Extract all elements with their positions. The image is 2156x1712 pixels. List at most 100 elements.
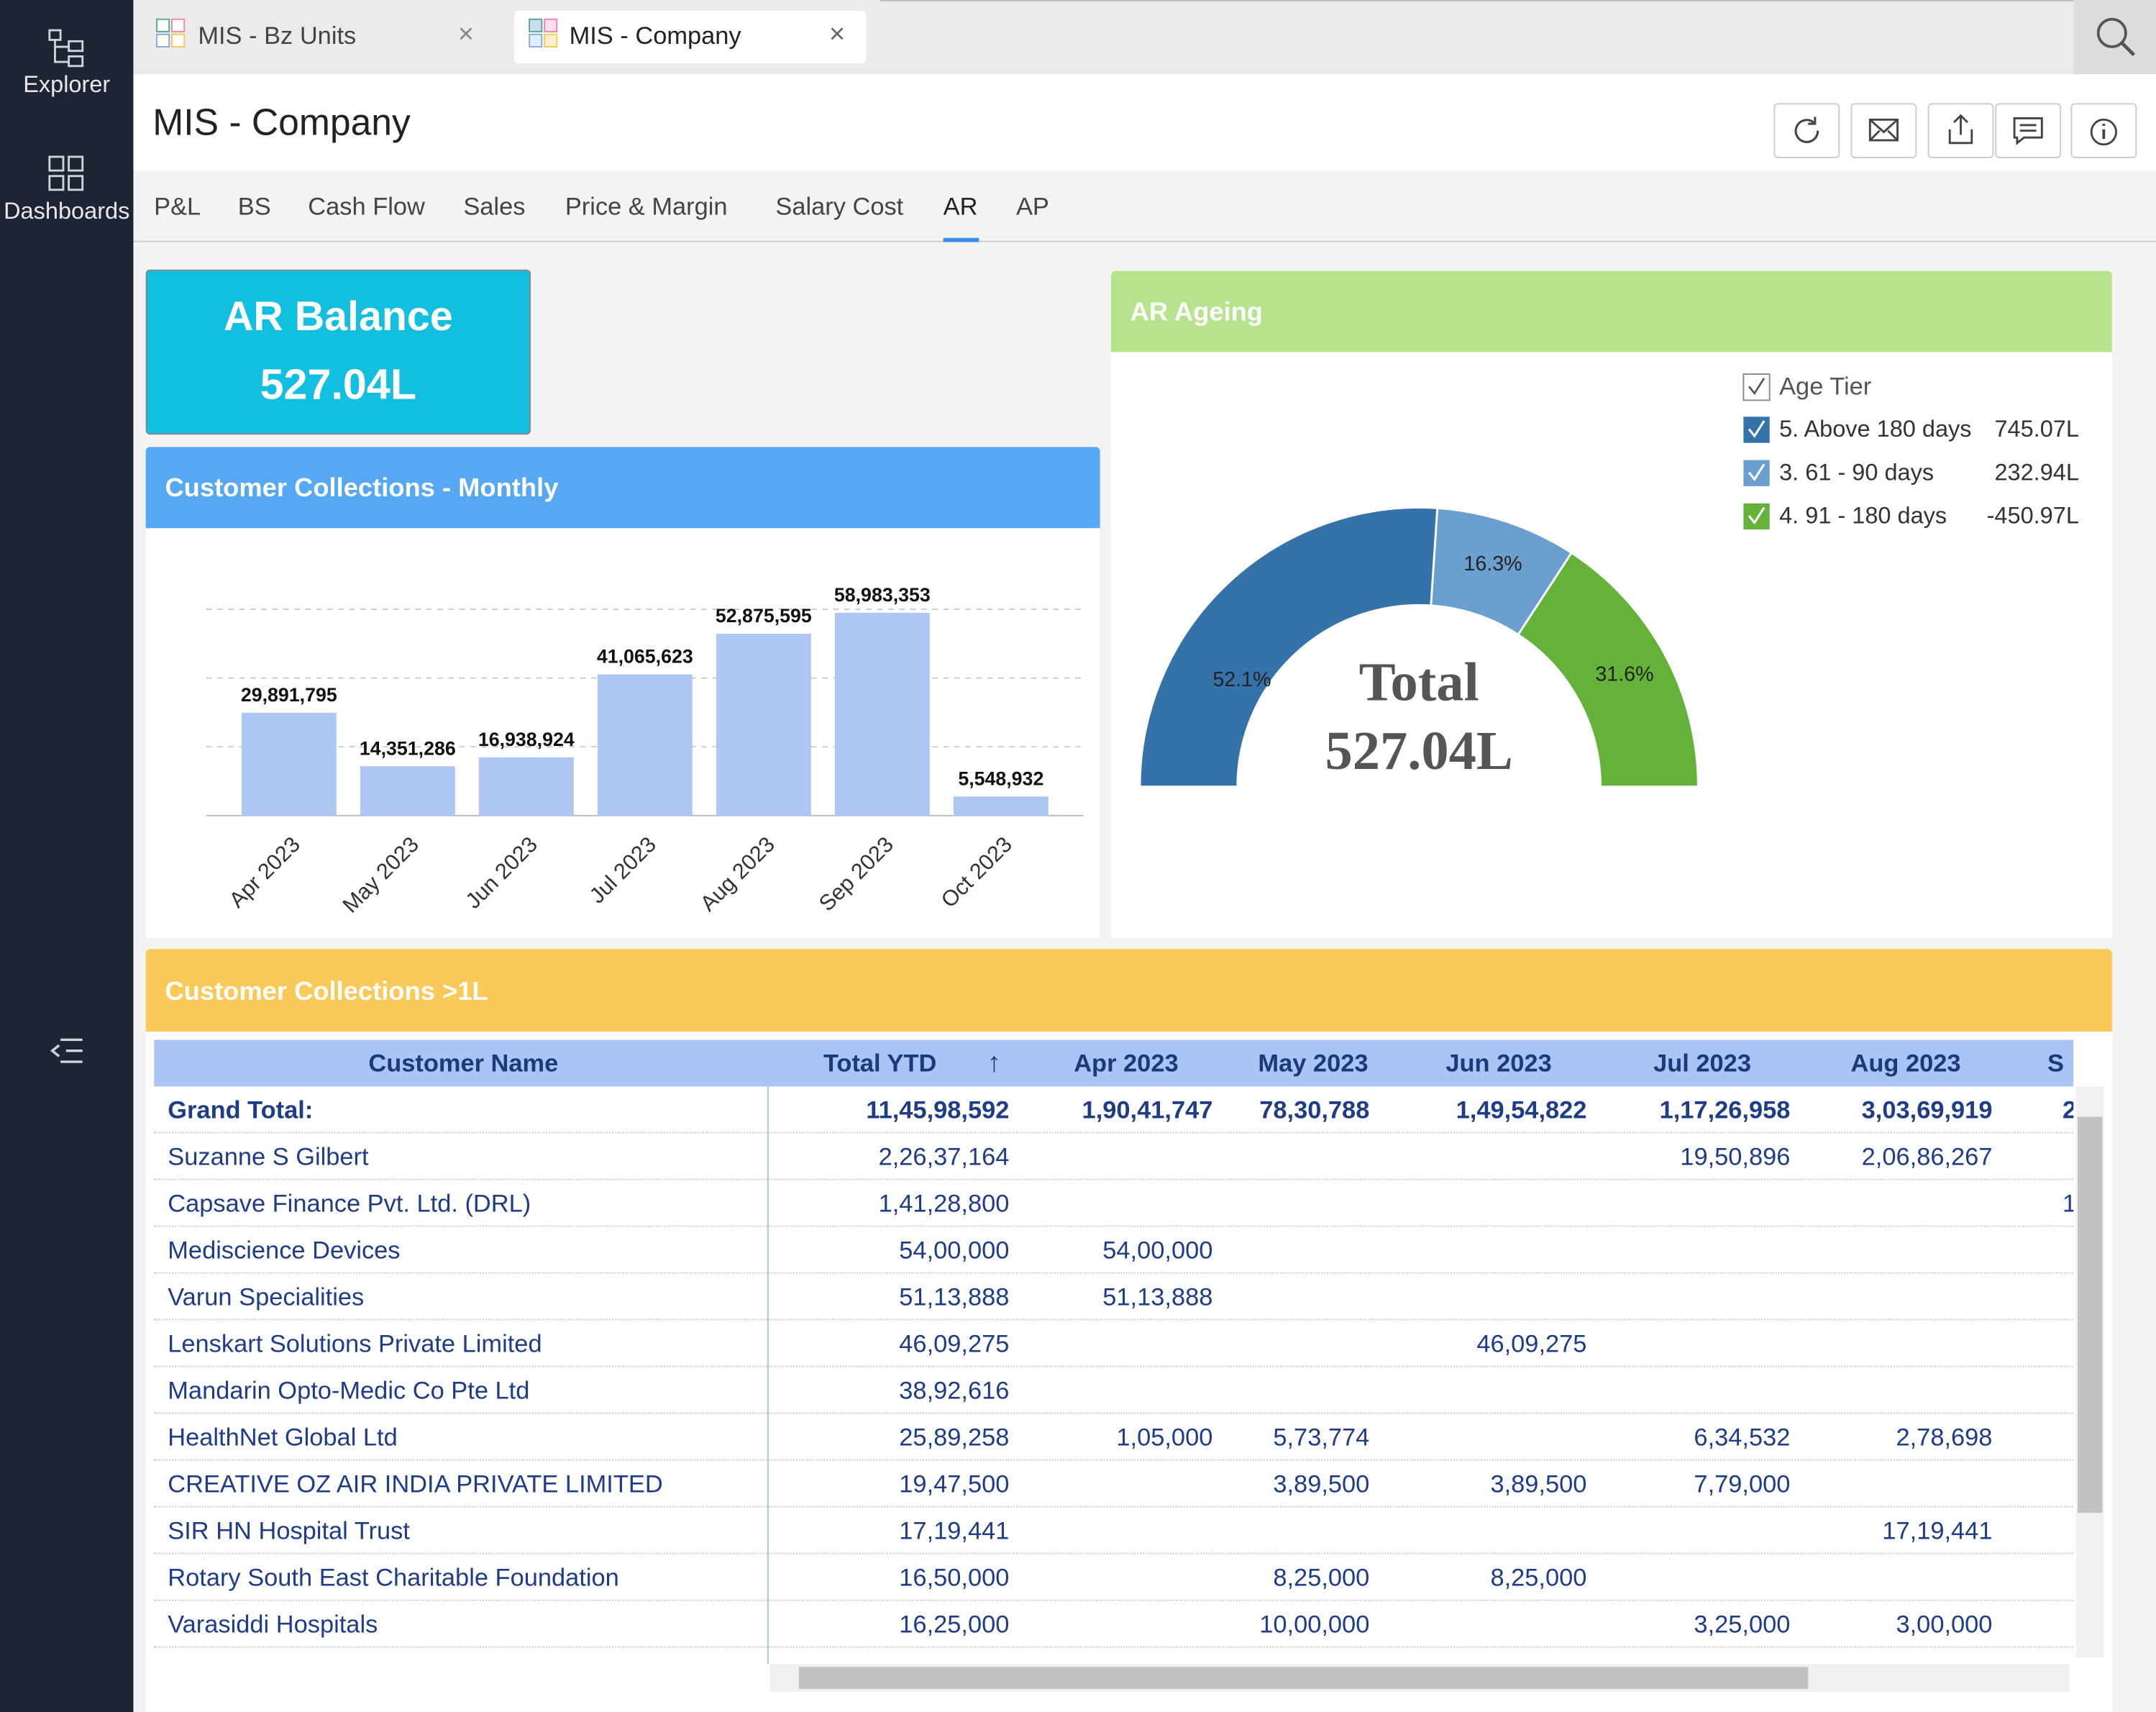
- search-button[interactable]: [2073, 0, 2156, 75]
- amount-cell: 25,89,258: [899, 1423, 1010, 1452]
- customer-name[interactable]: Varun Specialities: [168, 1283, 365, 1311]
- amount-cell: 3,89,500: [1490, 1470, 1587, 1498]
- close-icon[interactable]: ×: [457, 19, 475, 50]
- amount-cell: 46,09,275: [1476, 1329, 1587, 1358]
- amount-cell: 1,41,28,800: [878, 1189, 1010, 1218]
- email-button[interactable]: [1850, 103, 1917, 158]
- amount-cell: 54,00,000: [1102, 1236, 1213, 1265]
- bar: [953, 796, 1049, 816]
- panel-header: [145, 447, 1100, 529]
- data-label: 58,983,353: [834, 584, 931, 606]
- tab-label[interactable]: MIS - Company: [569, 22, 741, 50]
- customer-name[interactable]: HealthNet Global Ltd: [168, 1423, 398, 1452]
- amount-cell: 16,50,000: [899, 1563, 1010, 1592]
- panel-title: AR Ageing: [1130, 298, 1263, 328]
- customer-name[interactable]: Mandarin Opto-Medic Co Pte Ltd: [168, 1376, 530, 1405]
- column-header[interactable]: May 2023: [1258, 1049, 1369, 1078]
- nav-tab[interactable]: Salary Cost: [775, 192, 904, 220]
- customer-name[interactable]: Suzanne S Gilbert: [168, 1142, 369, 1171]
- share-button[interactable]: [1927, 103, 1994, 158]
- legend-check: [1742, 373, 1771, 401]
- info-button[interactable]: [2070, 103, 2137, 158]
- table: Customer Name Total YTD Apr 2023 May 2023 Ju…: [154, 1039, 2074, 1665]
- column-header[interactable]: Customer Name: [368, 1049, 559, 1078]
- tab-icon: [156, 18, 186, 47]
- amount-cell: 7,79,000: [1694, 1470, 1791, 1498]
- amount-cell: 17,19,441: [1882, 1516, 1993, 1545]
- row-divider: [154, 1412, 2074, 1414]
- sidebar-item[interactable]: Explorer: [23, 71, 111, 98]
- refresh-button[interactable]: [1773, 103, 1840, 158]
- close-icon[interactable]: ×: [828, 19, 846, 50]
- h-scrollbar[interactable]: [769, 1664, 2070, 1692]
- legend-check: [1743, 416, 1770, 443]
- customer-name[interactable]: Varasiddi Hospitals: [168, 1610, 378, 1639]
- table-header-bg: [154, 1039, 2074, 1087]
- amount-cell: 16,25,000: [899, 1610, 1010, 1639]
- x-tick-label: Jul 2023: [585, 832, 661, 909]
- tab-label[interactable]: MIS - Bz Units: [198, 22, 357, 50]
- customer-name[interactable]: Rotary South East Charitable Foundation: [168, 1563, 619, 1592]
- amount-cell: 19,50,896: [1680, 1142, 1791, 1171]
- panel-title: Customer Collections >1L: [165, 978, 488, 1007]
- nav-tab[interactable]: Cash Flow: [308, 192, 425, 220]
- amount-cell: 1,49,54,822: [1456, 1096, 1587, 1124]
- row-divider: [154, 1272, 2074, 1274]
- slice-label: 52.1%: [1212, 668, 1271, 691]
- sort-icon[interactable]: ↑: [987, 1047, 1001, 1079]
- data-label: 14,351,286: [360, 737, 456, 759]
- x-tick-label: Jun 2023: [461, 832, 542, 914]
- nav-tab[interactable]: AR: [943, 192, 978, 220]
- amount-cell: 46,09,275: [899, 1329, 1010, 1358]
- column-header[interactable]: S: [2047, 1049, 2064, 1078]
- kpi-value: 527.04L: [260, 360, 417, 409]
- kpi-card: [145, 269, 531, 435]
- donut-slice: [1138, 506, 1439, 788]
- customer-name[interactable]: Grand Total:: [168, 1096, 314, 1124]
- customer-name[interactable]: Mediscience Devices: [168, 1236, 401, 1265]
- sidebar: [0, 0, 134, 1712]
- sidebar-item[interactable]: Dashboards: [4, 198, 130, 224]
- legend-check: [1743, 460, 1770, 486]
- x-tick-label: Apr 2023: [224, 832, 305, 913]
- legend-title: Age Tier: [1779, 373, 1871, 400]
- nav-tab[interactable]: BS: [237, 192, 271, 220]
- check-mark: [1748, 506, 1766, 525]
- check-mark: [1748, 420, 1766, 438]
- nav-tab[interactable]: P&L: [154, 192, 201, 220]
- collapse-icon[interactable]: [50, 1036, 86, 1066]
- column-header[interactable]: Total YTD: [823, 1049, 937, 1078]
- nav-tab[interactable]: Price & Margin: [565, 192, 728, 220]
- customer-name[interactable]: Lenskart Solutions Private Limited: [168, 1329, 542, 1358]
- dashboards-icon: [48, 155, 84, 191]
- data-label: 5,548,932: [958, 768, 1043, 789]
- column-header[interactable]: Aug 2023: [1850, 1049, 1961, 1078]
- amount-cell: 2,06,86,267: [1861, 1142, 1993, 1171]
- column-header[interactable]: Apr 2023: [1074, 1049, 1179, 1078]
- center-text: 527.04L: [1325, 720, 1513, 781]
- nav-tab[interactable]: AP: [1015, 192, 1049, 220]
- amount-cell: 3,00,000: [1896, 1610, 1993, 1639]
- active-tab[interactable]: [514, 11, 867, 63]
- bar: [360, 766, 455, 816]
- nav-tab[interactable]: Sales: [463, 192, 526, 220]
- legend-label: 3. 61 - 90 days: [1779, 459, 1934, 485]
- amount-cell: 38,92,616: [899, 1376, 1010, 1405]
- row-divider: [154, 1459, 2074, 1461]
- column-header[interactable]: Jun 2023: [1445, 1049, 1552, 1078]
- column-header[interactable]: Jul 2023: [1653, 1049, 1751, 1078]
- customer-name[interactable]: Capsave Finance Pvt. Ltd. (DRL): [168, 1189, 531, 1218]
- v-scrollbar[interactable]: [2076, 1086, 2104, 1657]
- bar: [597, 674, 693, 816]
- data-label: 41,065,623: [597, 646, 693, 668]
- center-text: Total: [1359, 652, 1479, 713]
- comment-button[interactable]: [1995, 103, 2062, 158]
- customer-name[interactable]: CREATIVE OZ AIR INDIA PRIVATE LIMITED: [168, 1470, 663, 1498]
- amount-cell: 3,03,69,919: [1861, 1096, 1993, 1124]
- panel-header: [145, 949, 2112, 1032]
- amount-cell: 2,26,37,164: [878, 1142, 1010, 1171]
- customer-name[interactable]: SIR HN Hospital Trust: [168, 1516, 410, 1545]
